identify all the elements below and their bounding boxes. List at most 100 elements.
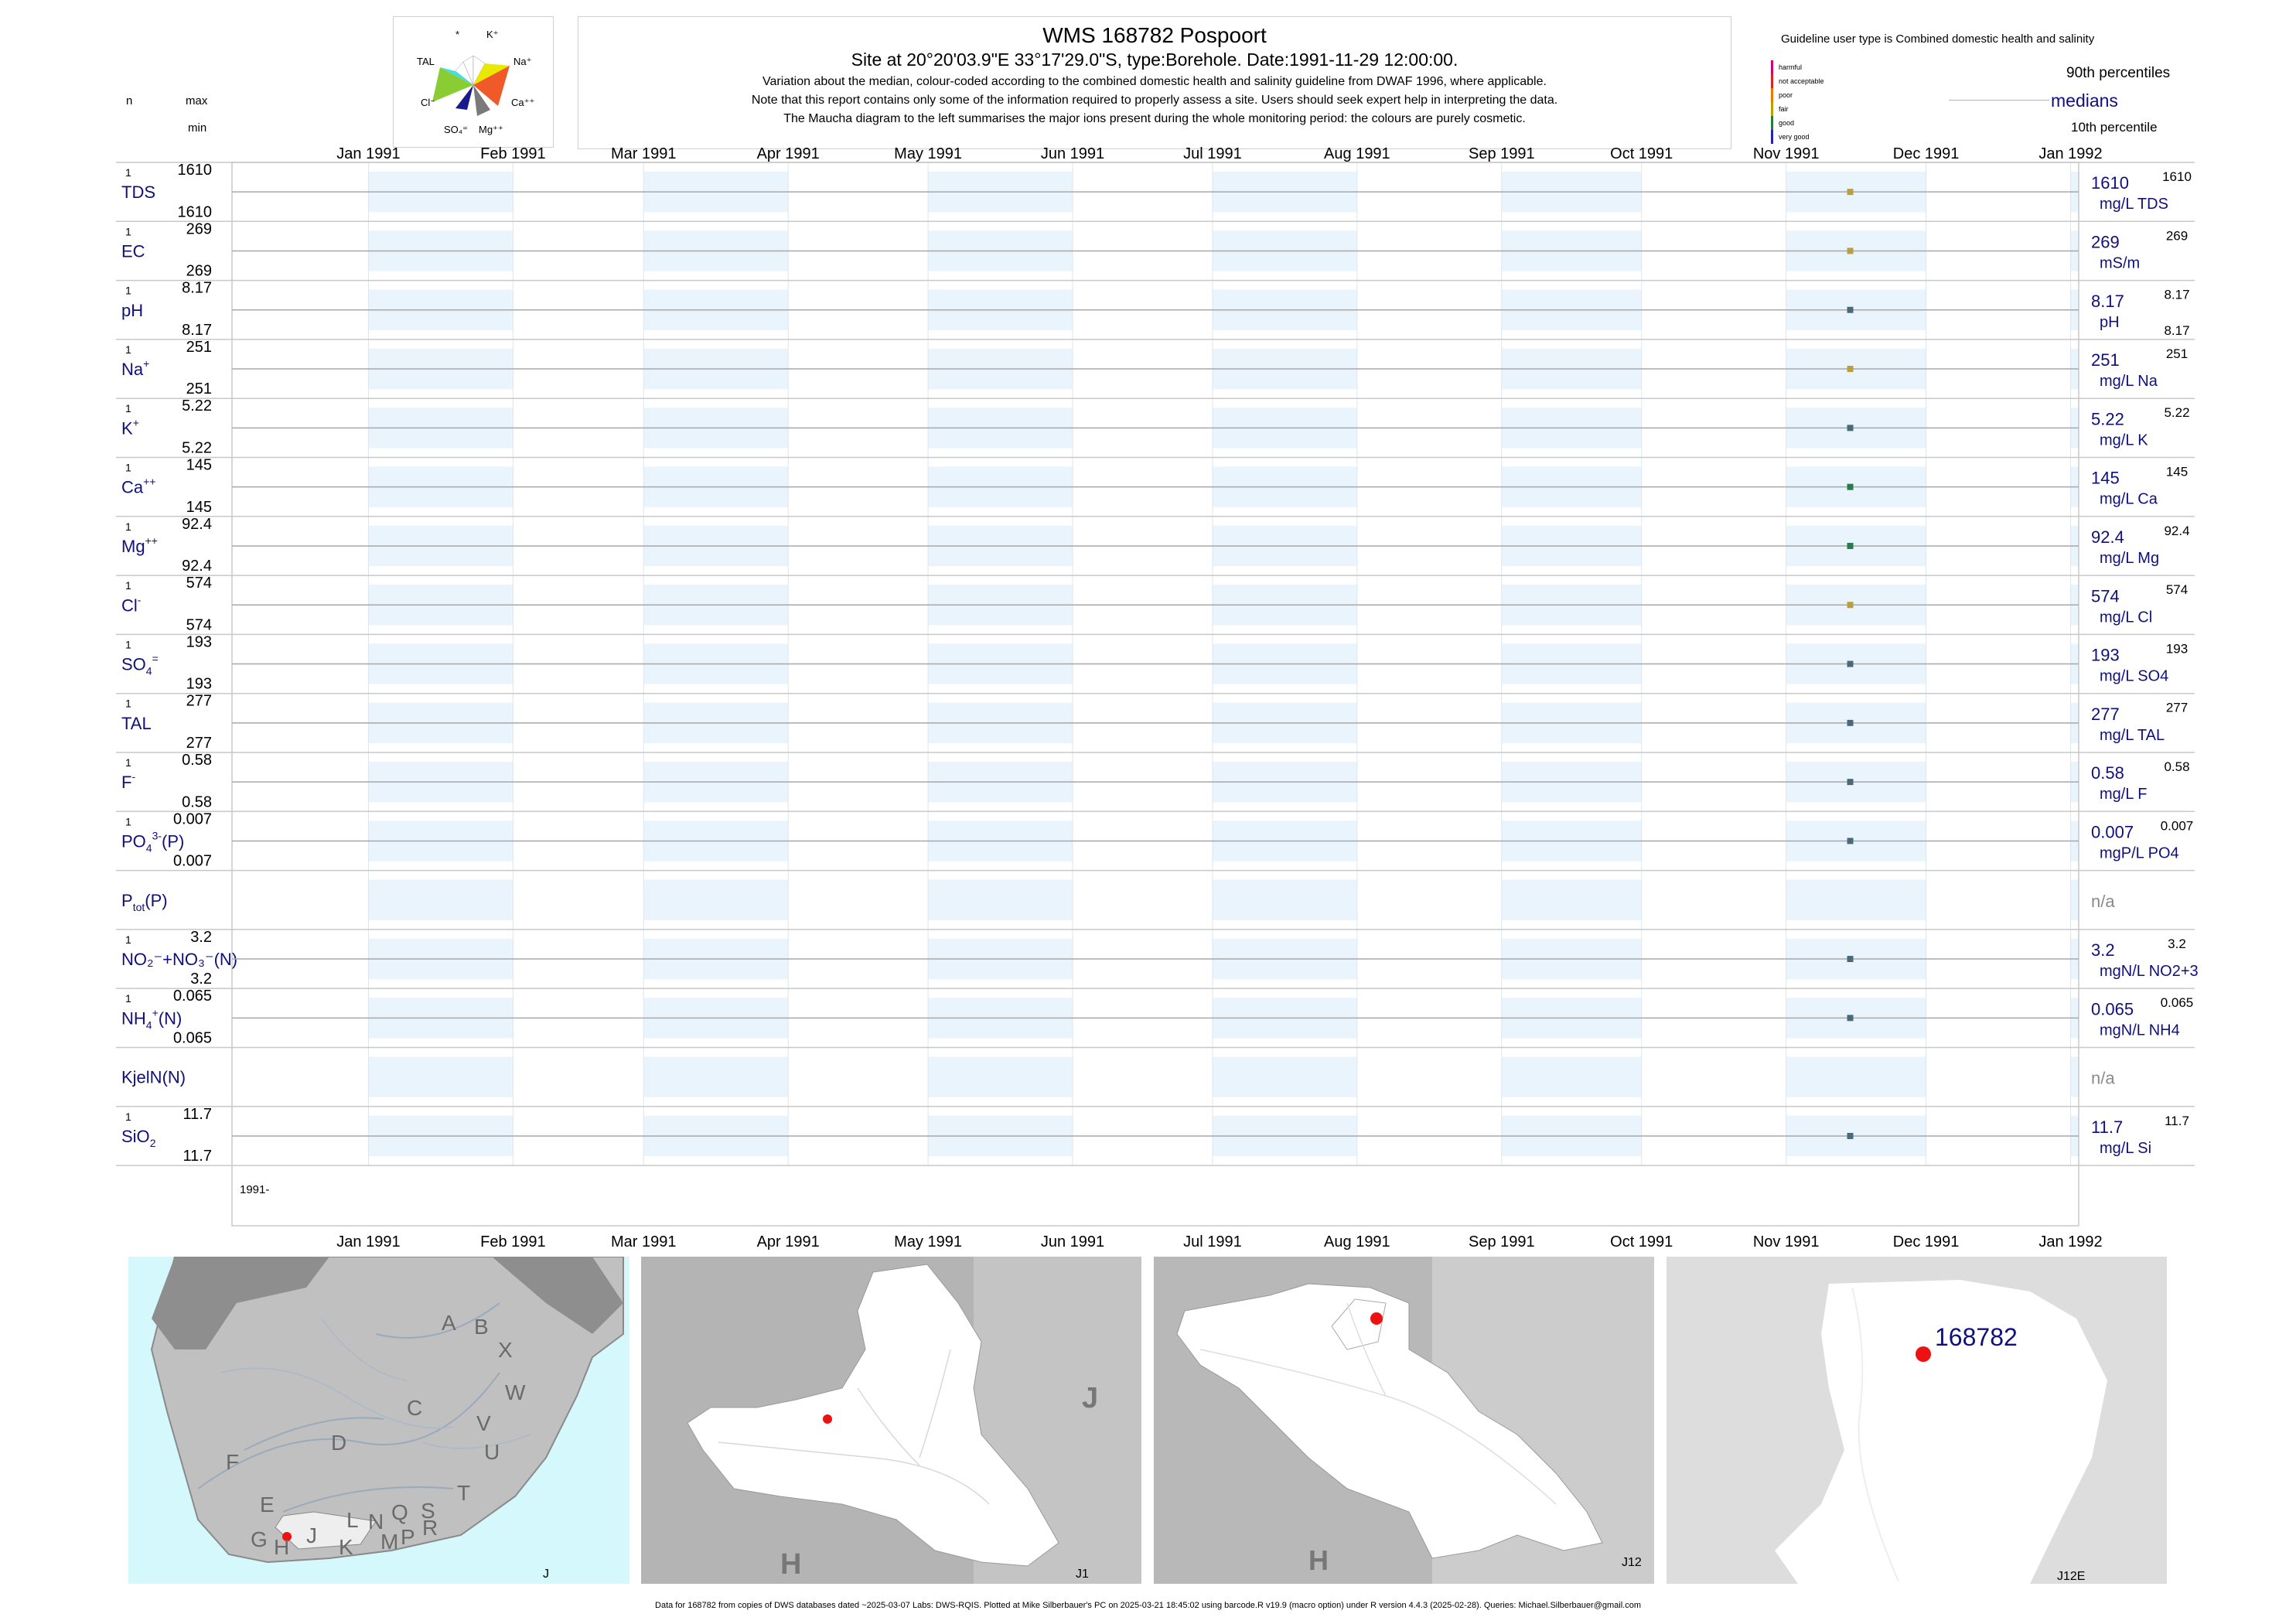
- x-tick-label-top: Nov 1991: [1753, 145, 1820, 162]
- data-point: [1847, 425, 1854, 432]
- parameter-label: PO43-(P): [121, 829, 184, 854]
- maucha-cl-sector: [432, 67, 473, 102]
- median-value: 0.065: [2091, 999, 2134, 1018]
- footer-note: Data for 168782 from copies of DWS datab…: [655, 1601, 1641, 1610]
- parameter-label: TAL: [121, 714, 152, 733]
- unit-label: mg/L Ca: [2100, 491, 2158, 508]
- month-band: [1501, 1056, 1642, 1097]
- x-tick-label-bottom: Jun 1991: [1041, 1233, 1104, 1250]
- max-value: 193: [186, 633, 212, 650]
- data-point: [1847, 719, 1854, 726]
- median-value: 3.2: [2091, 940, 2115, 960]
- max-value: 3.2: [190, 929, 212, 946]
- x-tick-label-top: Dec 1991: [1893, 145, 1960, 162]
- min-value: 193: [186, 676, 212, 693]
- unit-label: pH: [2100, 314, 2120, 331]
- unit-label: mg/L Cl: [2100, 609, 2152, 626]
- month-band: [2070, 879, 2079, 920]
- x-tick-label-top: May 1991: [894, 145, 962, 162]
- map-region-label: N: [368, 1510, 384, 1534]
- right-max-value: 3.2: [2168, 937, 2186, 951]
- min-value: 1610: [178, 203, 213, 220]
- map-corner-label: J12: [1622, 1556, 1642, 1569]
- sample-count: 1: [125, 992, 131, 1005]
- min-value: 145: [186, 499, 212, 516]
- sample-count: 1: [125, 462, 131, 474]
- map-region-label: E: [260, 1493, 275, 1517]
- right-max-value: 269: [2166, 228, 2188, 243]
- min-column-label: min: [188, 121, 207, 135]
- legend-median-line: [1949, 100, 2049, 101]
- map-j-catchment: J H J1: [641, 1257, 1141, 1584]
- site-id-label: 168782: [1935, 1323, 2018, 1351]
- unit-label: mg/L Si: [2100, 1140, 2151, 1157]
- month-band: [928, 879, 1073, 920]
- map-corner-label: J1: [1076, 1568, 1089, 1581]
- report-title: WMS 168782 Pospoort: [1042, 23, 1267, 47]
- x-tick-label-top: Oct 1991: [1610, 145, 1673, 162]
- unit-label: mg/L TDS: [2100, 196, 2168, 213]
- map-region-label: D: [331, 1431, 346, 1455]
- parameter-label: Na+: [121, 357, 149, 379]
- parameter-label: KjelN(N): [121, 1068, 186, 1087]
- report-note: Note that this report contains only some…: [751, 94, 1558, 107]
- x-tick-label-bottom: Sep 1991: [1469, 1233, 1535, 1250]
- unit-label: mgN/L NO2+3: [2100, 963, 2199, 980]
- maucha-label: Na⁺: [513, 56, 531, 67]
- grade-label: very good: [1779, 133, 1810, 141]
- site-marker: [1370, 1312, 1383, 1325]
- map-corner-label: J12E: [2057, 1570, 2085, 1583]
- month-band: [928, 1056, 1073, 1097]
- median-value: 5.22: [2091, 409, 2124, 428]
- month-band: [1786, 1056, 1926, 1097]
- median-value: n/a: [2091, 892, 2115, 911]
- data-point: [1847, 956, 1854, 963]
- right-max-value: 1610: [2162, 169, 2192, 184]
- unit-label: mS/m: [2100, 254, 2140, 271]
- map-south-africa: A B X W C D V U F T E G H J K L N Q S R: [128, 1257, 629, 1584]
- right-max-value: 0.58: [2164, 759, 2189, 774]
- maucha-so4-sector: [455, 85, 473, 110]
- map-j12e-quaternary: 168782 J12E: [1667, 1257, 2167, 1584]
- right-max-value: 11.7: [2165, 1114, 2189, 1128]
- sample-count: 1: [125, 933, 131, 946]
- right-max-value: 251: [2166, 346, 2188, 361]
- data-point: [1847, 366, 1854, 373]
- data-point: [1847, 306, 1854, 313]
- min-value: 0.58: [182, 793, 212, 810]
- right-max-value: 145: [2166, 465, 2188, 479]
- median-value: 0.007: [2091, 822, 2134, 841]
- right-max-value: 8.17: [2164, 288, 2189, 302]
- report-subtitle: Site at 20°20'03.9"E 33°17'29.0"S, type:…: [851, 49, 1458, 70]
- parameter-label: Mg++: [121, 534, 158, 556]
- map-region-label: C: [407, 1396, 422, 1420]
- sample-count: 1: [125, 756, 131, 769]
- right-min-value: 8.17: [2164, 323, 2189, 338]
- median-value: 0.58: [2091, 763, 2124, 783]
- x-tick-label-top: Sep 1991: [1469, 145, 1535, 162]
- map-region-label: T: [457, 1481, 470, 1505]
- median-value: 8.17: [2091, 292, 2124, 311]
- data-point: [1847, 483, 1854, 490]
- maucha-label: *: [455, 29, 459, 40]
- data-point: [1847, 1132, 1854, 1139]
- map-region-label: V: [476, 1411, 491, 1435]
- unit-label: mg/L F: [2100, 786, 2148, 803]
- min-value: 11.7: [183, 1148, 212, 1165]
- month-band: [1786, 879, 1926, 920]
- parameter-label: EC: [121, 241, 145, 261]
- max-value: 251: [186, 339, 212, 356]
- right-max-value: 193: [2166, 641, 2188, 656]
- parameter-label: Ptot(P): [121, 891, 168, 913]
- month-band: [643, 879, 789, 920]
- x-tick-label-bottom: Jan 1992: [2038, 1233, 2102, 1250]
- sample-count: 1: [125, 579, 131, 592]
- month-band: [1212, 879, 1357, 920]
- legend-medians: medians: [2051, 90, 2118, 111]
- parameter-label: SiO2: [121, 1127, 156, 1149]
- max-value: 5.22: [182, 397, 212, 415]
- maucha-diagram: * K⁺ Na⁺ TAL Cl⁻ Ca⁺⁺ SO₄⁼ Mg⁺⁺: [393, 16, 554, 148]
- median-value: 92.4: [2091, 527, 2124, 547]
- parameter-label: pH: [121, 301, 143, 320]
- map-region-label: J: [1082, 1382, 1098, 1414]
